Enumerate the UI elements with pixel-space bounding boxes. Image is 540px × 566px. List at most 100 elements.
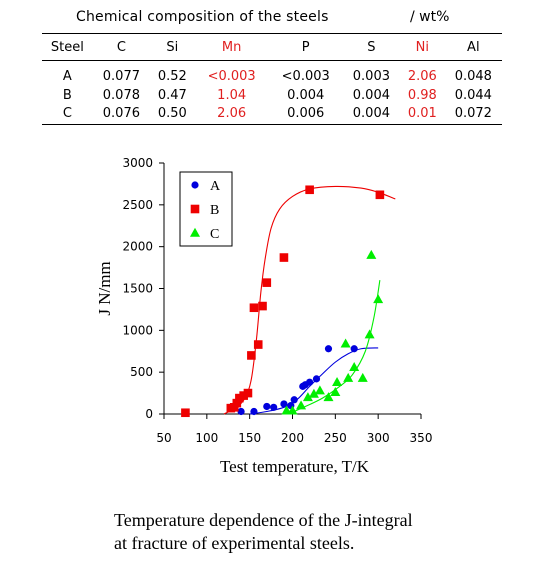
cell-s: 0.004 <box>342 104 401 125</box>
cell-al: 0.072 <box>444 104 502 125</box>
series-c-point <box>332 377 343 387</box>
series-a-point <box>324 345 333 353</box>
cell-ni: 2.06 <box>407 68 437 84</box>
cell-si: 0.50 <box>150 104 195 125</box>
table-unit: / wt% <box>410 9 450 25</box>
composition-table: Steel C Si Mn P S Ni Al A 0.077 0.52 <0.… <box>42 33 502 125</box>
cell-c: 0.077 <box>102 68 140 84</box>
series-b-point <box>181 408 190 418</box>
cell-mn: <0.003 <box>207 68 256 84</box>
series-b-point <box>279 253 289 262</box>
series-c-point <box>340 338 351 348</box>
series-a-point <box>270 403 278 411</box>
x-tick-label: 350 <box>410 431 433 445</box>
figure-caption: Temperature dependence of the J-integral… <box>114 509 413 555</box>
cell-si: 0.47 <box>157 87 187 103</box>
cell-ni: 0.98 <box>407 87 437 103</box>
cell-steel: A <box>62 68 72 84</box>
cell-p: <0.003 <box>281 68 330 84</box>
cell-c: 0.078 <box>102 87 140 103</box>
series-a-point <box>237 407 245 416</box>
series-c-point <box>373 294 384 304</box>
series-a-point <box>350 345 358 353</box>
cell-s: 0.003 <box>352 68 390 84</box>
y-tick-label: 1000 <box>122 323 153 337</box>
header-al: Al <box>444 33 502 61</box>
legend-marker-a <box>191 181 199 189</box>
table-title: Chemical composition of the steels <box>76 9 329 25</box>
cell-mn: 1.04 <box>217 87 247 103</box>
series-b-point <box>258 301 267 311</box>
series-a-point <box>306 378 314 386</box>
x-tick-label: 200 <box>281 431 304 445</box>
header-steel: Steel <box>42 33 93 61</box>
y-tick-label: 2000 <box>122 240 153 254</box>
series-c-point <box>343 372 354 382</box>
series-b-point <box>262 278 272 287</box>
series-a-point <box>250 407 258 416</box>
header-si: Si <box>150 33 195 61</box>
series-c-point <box>314 385 325 395</box>
series-c-point <box>296 400 307 410</box>
series-b-point <box>243 388 253 398</box>
x-axis-label: Test temperature, T/K <box>220 457 370 476</box>
series-a-point <box>290 396 298 404</box>
cell-s: 0.004 <box>352 87 390 103</box>
series-a-point <box>312 375 321 383</box>
cell-si: 0.52 <box>157 68 187 84</box>
cell-al: 0.044 <box>454 87 492 103</box>
legend-label-c: C <box>210 227 219 242</box>
y-tick-label: 0 <box>145 407 153 421</box>
table-row: B 0.078 0.47 1.04 0.004 0.004 0.98 0.044 <box>42 86 502 104</box>
cell-p: 0.006 <box>268 104 343 125</box>
series-c-point <box>349 361 360 371</box>
header-s: S <box>342 33 401 61</box>
x-tick-label: 50 <box>156 431 171 445</box>
header-c: C <box>92 33 151 61</box>
series-c-point <box>364 329 375 339</box>
series-a-point <box>280 400 288 408</box>
x-tick-label: 300 <box>367 431 390 445</box>
y-tick-label: 2500 <box>122 198 153 212</box>
x-tick-label: 100 <box>195 431 218 445</box>
legend-box <box>179 171 233 247</box>
series-c-point <box>366 249 377 259</box>
series-c-point <box>302 392 313 402</box>
legend-marker-b <box>190 204 200 214</box>
header-mn: Mn <box>194 33 269 61</box>
header-p: P <box>268 33 343 61</box>
cell-steel: C <box>42 104 93 125</box>
series-b-point <box>305 185 314 195</box>
series-c-point <box>287 405 298 415</box>
series-b-point <box>375 190 385 200</box>
series-b-point <box>253 340 263 349</box>
cell-mn: 2.06 <box>194 104 269 125</box>
table-row: A 0.077 0.52 <0.003 <0.003 0.003 2.06 0.… <box>42 61 502 87</box>
table-header-row: Steel C Si Mn P S Ni Al <box>42 33 502 61</box>
series-c-point <box>323 392 334 402</box>
table-row: C 0.076 0.50 2.06 0.006 0.004 0.01 0.072 <box>42 104 502 125</box>
series-b-point <box>247 351 256 360</box>
cell-al: 0.048 <box>454 68 492 84</box>
y-tick-label: 500 <box>130 365 153 379</box>
series-c-point <box>330 387 341 397</box>
series-b-point <box>249 303 259 313</box>
caption-line-2: at fracture of experimental steels. <box>114 533 355 553</box>
header-ni: Ni <box>400 33 445 61</box>
x-tick-label: 250 <box>324 431 347 445</box>
series-c-point <box>357 372 368 382</box>
series-a-point <box>263 402 271 411</box>
series-b-point <box>232 398 242 408</box>
legend-marker-c <box>190 227 200 237</box>
y-axis-label: J N/mm <box>95 261 114 315</box>
cell-steel: B <box>62 87 72 103</box>
cell-c: 0.076 <box>92 104 151 125</box>
cell-p: 0.004 <box>287 87 325 103</box>
series-c-point <box>308 388 319 398</box>
y-tick-label: 3000 <box>122 156 153 170</box>
y-tick-label: 1500 <box>122 282 153 296</box>
cell-ni: 0.01 <box>400 104 445 125</box>
caption-line-1: Temperature dependence of the J-integral <box>114 510 413 530</box>
legend-label-b: B <box>210 203 219 218</box>
